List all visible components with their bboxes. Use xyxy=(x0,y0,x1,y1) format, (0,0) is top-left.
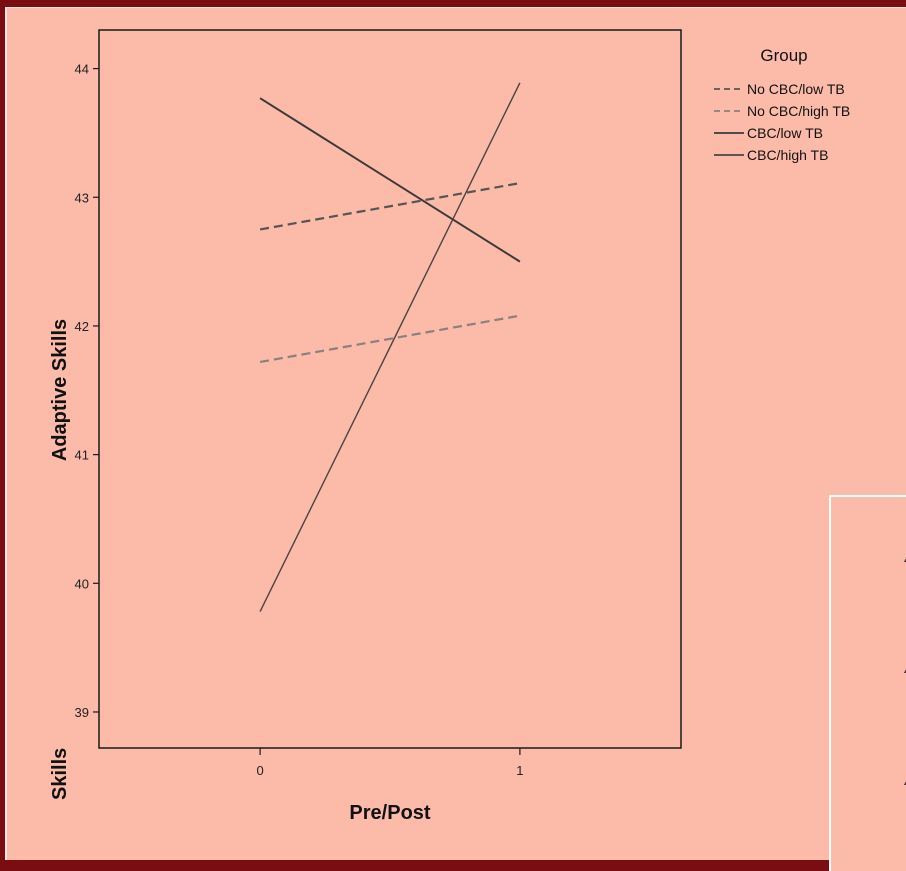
legend-label: No CBC/high TB xyxy=(747,103,850,119)
y-tick-label: 41 xyxy=(75,448,89,463)
y-tick-label: 43 xyxy=(75,190,89,205)
series-line-1 xyxy=(259,182,521,231)
series-line-4 xyxy=(259,82,521,612)
x-tick-label: 0 xyxy=(256,763,263,778)
inset-y-tick: 4 xyxy=(904,663,906,678)
series-line-3 xyxy=(259,97,521,263)
legend: Group No CBC/low TB No CBC/high TB CBC/low… xyxy=(714,46,850,163)
legend-label: CBC/low TB xyxy=(747,125,823,141)
y-tick-label: 42 xyxy=(75,319,89,334)
y-tick-label: 39 xyxy=(75,705,89,720)
plot-area xyxy=(98,29,682,749)
y-axis: 39 40 41 42 43 44 xyxy=(75,62,99,720)
y-axis-title: Adaptive Skills xyxy=(49,319,71,461)
legend-label: CBC/high TB xyxy=(747,147,828,163)
inset-y-tick: 4 xyxy=(904,552,906,567)
legend-title: Group xyxy=(760,46,807,65)
series-lines xyxy=(259,82,521,612)
inset-chart-fragment: 4 4 4 xyxy=(829,495,906,871)
y-tick-label: 40 xyxy=(75,576,89,591)
legend-label: No CBC/low TB xyxy=(747,81,845,97)
x-axis-title: Pre/Post xyxy=(349,802,430,824)
inset-y-tick: 4 xyxy=(904,775,906,790)
y-tick-label: 44 xyxy=(75,62,89,77)
x-tick-label: 1 xyxy=(516,763,523,778)
inset-y-axis-title: Skills xyxy=(49,747,71,800)
series-line-2 xyxy=(259,314,521,364)
